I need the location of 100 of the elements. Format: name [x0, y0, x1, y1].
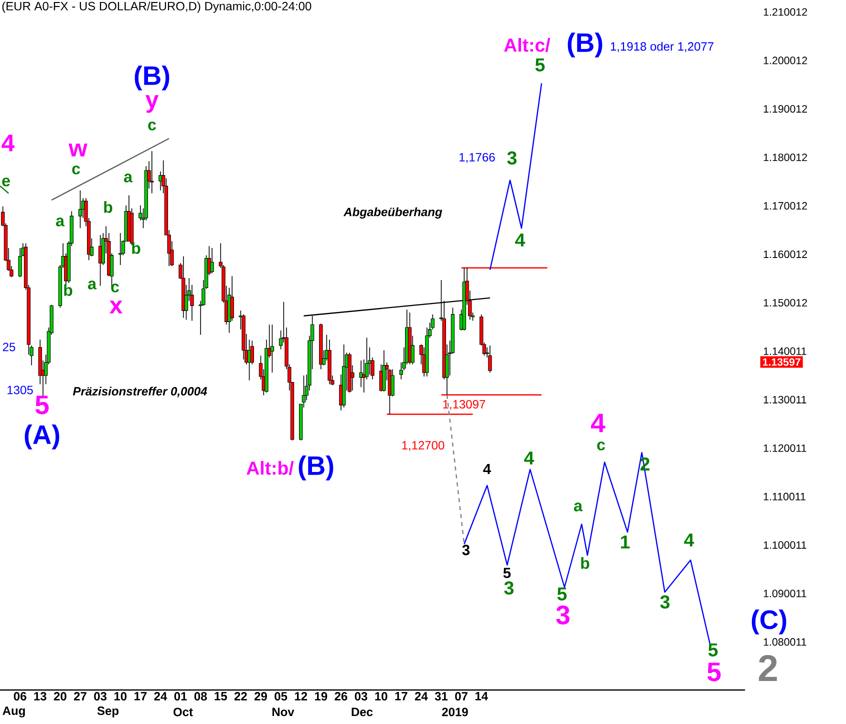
y-tick-label: 1.110011: [764, 492, 806, 500]
x-tick-label: 06: [14, 692, 26, 701]
annotation: 4: [590, 414, 606, 432]
y-tick-label: 1.210012: [764, 8, 807, 16]
annotation: c: [72, 166, 80, 174]
y-tick-label: 1.100011: [764, 541, 806, 549]
y-tick-label: 1.080011: [764, 638, 806, 646]
y-tick-label: 1.090011: [764, 590, 806, 598]
annotation: x: [110, 300, 123, 314]
candlestick: [78, 190, 82, 229]
text: 1.13597: [762, 358, 800, 366]
annotation: w: [68, 144, 88, 156]
chart-title: (EUR A0-FX - US DOLLAR/EURO,D) Dynamic,0:00-24:00: [2, 2, 312, 13]
annotation: (A): [24, 424, 60, 450]
x-tick-label: 10: [114, 692, 127, 701]
x-tick-label: 15: [214, 692, 227, 700]
candlestick: [230, 276, 234, 322]
annotation: a: [124, 174, 133, 182]
candlestick: [390, 368, 394, 397]
x-tick-label: 29: [254, 692, 267, 701]
candlestick: [399, 362, 404, 380]
x-tick-label: 17: [395, 692, 408, 700]
annotation: 5: [708, 643, 718, 657]
text: 2019: [442, 708, 468, 716]
x-tick-label: 17: [134, 692, 147, 700]
annotation: e: [2, 178, 10, 186]
text: (C): [752, 610, 786, 634]
text: Nov: [272, 708, 294, 716]
annotation: 3: [556, 606, 570, 624]
x-tick-label: 14: [475, 692, 488, 700]
x-tick-label: 24: [154, 692, 168, 700]
text: Aug: [2, 706, 25, 718]
annotation: 3: [504, 581, 514, 595]
annotation: a: [56, 218, 65, 226]
annotation: 4: [684, 534, 694, 546]
annotation: 1,1918 oder 1,2077: [610, 42, 714, 52]
annotation: 1,12700: [402, 441, 444, 451]
annotation: (B): [298, 456, 334, 480]
candlestick: [488, 345, 492, 373]
candlestick: [270, 324, 274, 373]
annotation: c: [597, 442, 605, 450]
y-tick-label: 1.120011: [764, 444, 806, 452]
x-tick-label: 20: [54, 692, 66, 701]
annotation: Abgabeüberhang: [343, 207, 442, 219]
annotation: (B): [568, 32, 602, 58]
annotation: 5: [535, 58, 545, 72]
annotation: 4: [483, 464, 491, 474]
y-tick-label: 1.200012: [764, 56, 807, 64]
x-tick-label: 31: [434, 692, 448, 701]
y-tick-label: 1.190012: [764, 105, 807, 113]
annotation: 5: [35, 396, 49, 414]
annotation: y: [146, 95, 159, 113]
annotation: 1,13097: [443, 400, 486, 410]
annotation: Alt:b/: [246, 461, 294, 475]
annotation: 5: [503, 568, 511, 578]
annotation: b: [132, 242, 140, 254]
annotation: 4: [515, 234, 526, 246]
annotation: b: [104, 201, 112, 213]
y-tick-label: 1.140011: [764, 347, 806, 355]
annotation: c: [111, 284, 119, 292]
annotation: b: [64, 284, 72, 296]
annotation: a: [88, 280, 97, 290]
y-tick-label: 1.130011: [764, 396, 806, 404]
annotation: c: [148, 122, 156, 130]
annotation: a: [574, 502, 583, 512]
x-tick-label: 07: [455, 692, 468, 701]
annotation: 3: [660, 595, 670, 609]
x-tick-label: 12: [294, 692, 308, 700]
annotation: 5: [557, 587, 567, 601]
annotation: 5: [707, 662, 721, 682]
x-tick-label: 19: [315, 692, 328, 701]
annotation: 4: [524, 452, 534, 464]
y-tick-label: 1.160012: [764, 250, 807, 258]
annotation: 1305: [8, 386, 33, 394]
y-tick-label: 1.170012: [764, 202, 807, 210]
y-tick-label: 1.150012: [764, 298, 807, 307]
annotation: 3: [462, 544, 470, 556]
candlestick: [210, 248, 214, 274]
x-tick-label: 13: [34, 692, 46, 701]
x-tick-label: 01: [174, 692, 187, 701]
annotation: b: [581, 557, 590, 569]
x-tick-label: 05: [274, 692, 288, 701]
annotation: (B): [134, 66, 170, 90]
x-tick-label: 08: [194, 692, 207, 701]
text: Oct: [174, 708, 193, 716]
annotation: 1: [620, 536, 630, 548]
text: Dec: [352, 708, 373, 716]
annotation: 1,1766: [460, 153, 495, 163]
y-tick-label: 1.180012: [764, 154, 807, 162]
x-tick-label: 27: [74, 692, 86, 700]
x-tick-label: 10: [375, 692, 388, 701]
annotation: 3: [507, 151, 517, 165]
candlestick: [150, 150, 154, 194]
text: 2: [758, 654, 777, 682]
text: Sep: [97, 706, 119, 718]
x-tick-label: 22: [234, 692, 247, 700]
annotation: Alt:c/: [504, 38, 550, 52]
annotation: 25: [2, 342, 16, 352]
x-tick-label: 26: [334, 692, 348, 701]
x-tick-label: 03: [354, 692, 368, 701]
